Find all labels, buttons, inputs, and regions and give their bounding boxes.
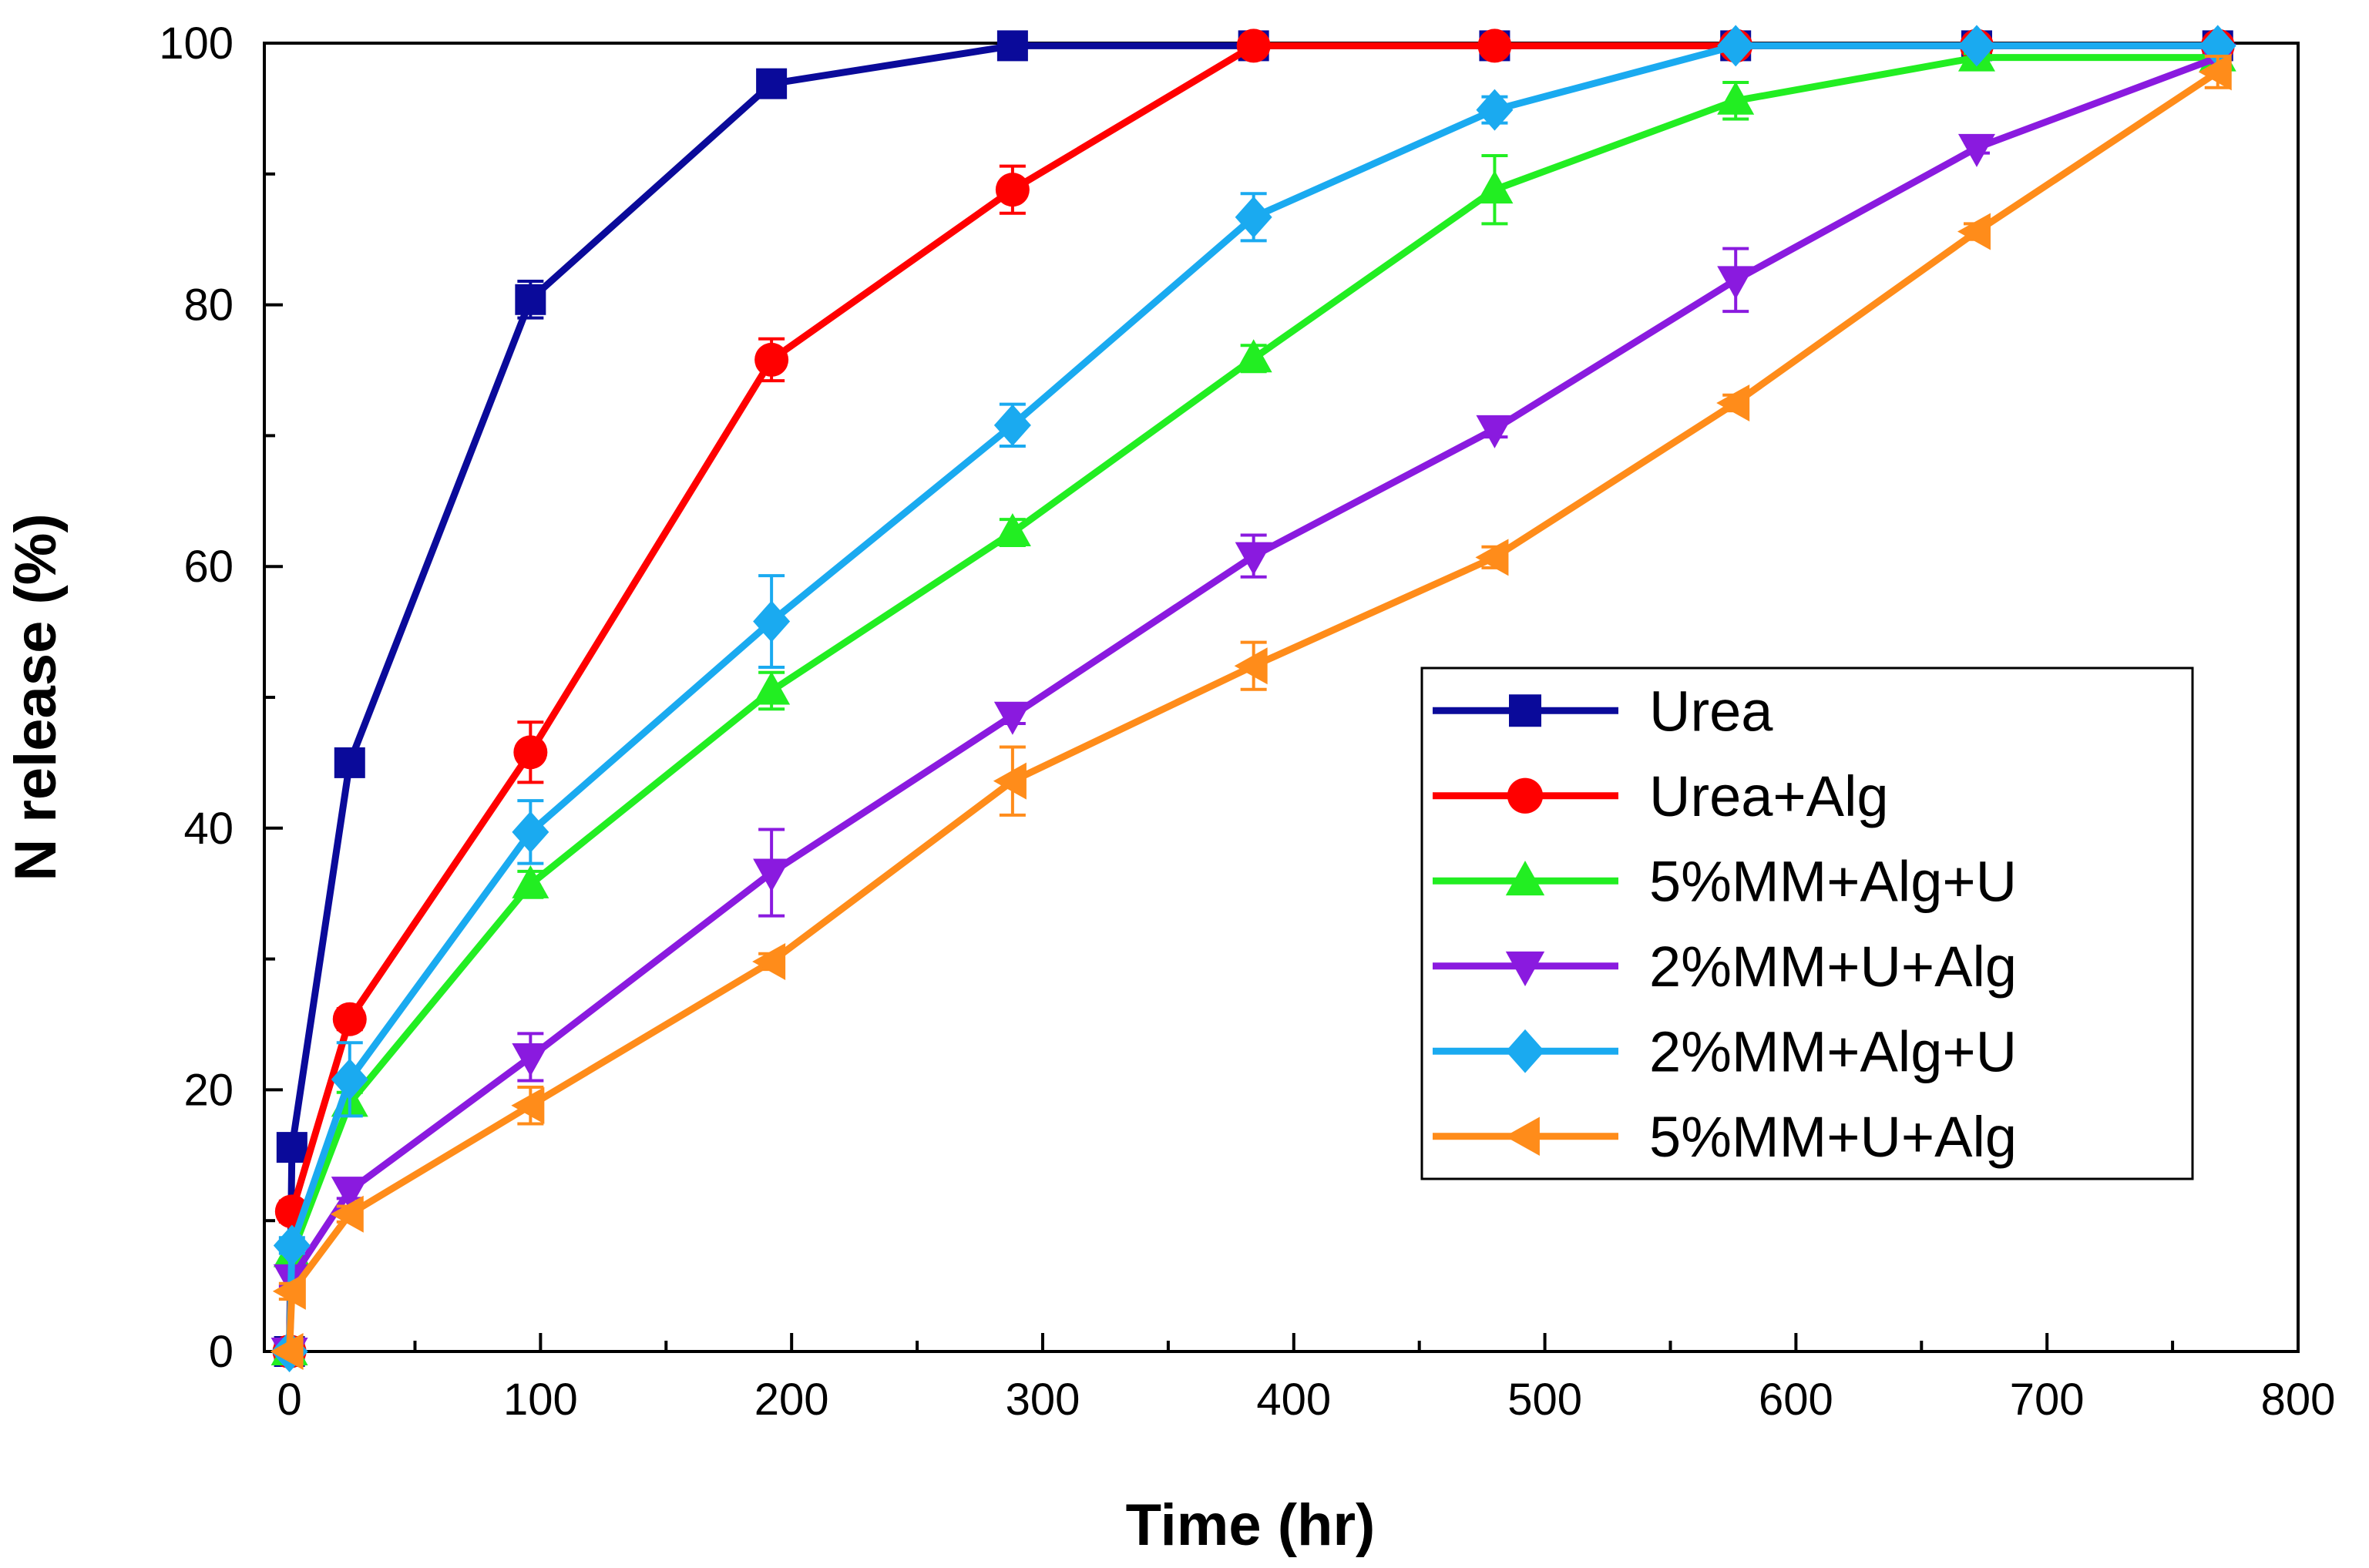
legend-item: Urea+Alg [1433,764,1889,828]
legend-group: Urea Urea+Alg 5%MM+Alg+U 2%MM+U+Alg 2%MM+Alg… [1420,666,2194,1180]
legend-marker [1507,777,1544,814]
y-tick-label: 80 [183,280,234,331]
data-point [1717,81,1755,115]
data-point [1957,133,1995,167]
legend-marker [1505,861,1545,896]
data-point [752,942,786,980]
data-point [2199,25,2236,67]
data-point [1957,25,1995,67]
data-point [993,513,1031,547]
legend-box [1420,666,2194,1180]
data-point [1475,539,1509,576]
legend-marker [1509,694,1541,727]
data-point [753,858,791,892]
legend-label: 5%MM+U+Alg [1649,1105,2017,1169]
data-point [1235,339,1272,373]
series-2%MM+U+Alg [271,43,2236,1371]
data-point [1476,170,1514,204]
x-tick-label: 100 [503,1375,578,1425]
y-tick-label: 40 [183,804,234,854]
data-point [272,1272,306,1310]
data-point [1717,25,1755,67]
y-tick-label: 100 [159,18,234,69]
ticks-group: 0 100 200 300 400 500 600 700 800 0 20 40 60 80 100 [159,18,2335,1425]
series-2%MM+Alg+U [271,25,2236,1372]
data-point [995,173,1030,207]
data-point [753,600,791,643]
data-point [512,1043,549,1076]
data-point [330,1195,364,1233]
data-point [1957,213,1991,250]
data-point [1236,29,1271,63]
data-point [1235,542,1272,576]
x-tick-label: 400 [1256,1375,1331,1425]
x-tick-label: 500 [1507,1375,1582,1425]
legend-label: Urea+Alg [1649,764,1889,828]
data-point [332,1002,367,1036]
x-tick-label: 200 [754,1375,829,1425]
data-point [996,30,1028,62]
series-5%MM+U+Alg [270,53,2232,1370]
legend-marker [1505,1029,1545,1073]
data-point [993,404,1031,446]
data-point [512,811,549,853]
legend-item: 2%MM+U+Alg [1433,935,2017,999]
data-point [1476,415,1514,448]
x-axis-title: Time (hr) [1126,1492,1376,1558]
data-point [1477,29,1512,63]
legend-item: Urea [1433,679,1773,743]
y-axis-title: N release (%) [3,513,69,881]
data-point [754,342,789,377]
x-tick-label: 700 [2010,1375,2085,1425]
legend-label: 2%MM+U+Alg [1649,935,2017,999]
legend-item: 5%MM+Alg+U [1433,849,2017,913]
data-point [753,671,791,705]
data-point [1234,647,1268,685]
legend-label: 2%MM+Alg+U [1649,1019,2017,1083]
data-point [331,1177,368,1210]
data-point [331,1058,368,1100]
data-point [270,1333,304,1370]
data-point [756,68,788,99]
y-tick-label: 20 [183,1065,234,1115]
data-point [1717,266,1755,300]
data-point [2198,53,2232,91]
data-point [513,735,548,770]
x-tick-label: 300 [1006,1375,1080,1425]
legend-item: 2%MM+Alg+U [1433,1019,2017,1083]
x-tick-label: 0 [277,1375,301,1425]
data-point [334,747,365,778]
data-point [515,284,546,315]
data-point [1716,384,1750,421]
legend-label: Urea [1649,679,1773,743]
y-tick-label: 60 [183,542,234,592]
legend-marker [1504,1116,1540,1156]
y-tick-label: 0 [209,1327,234,1377]
data-point [273,1224,311,1267]
data-point [1476,89,1514,131]
data-point [993,701,1031,735]
legend-item: 5%MM+U+Alg [1433,1105,2017,1169]
x-tick-label: 800 [2261,1375,2336,1425]
data-point [512,865,549,898]
legend-marker [1505,951,1545,986]
series-group [270,25,2236,1372]
data-point [1235,196,1272,238]
data-point [511,1086,545,1124]
x-tick-label: 600 [1759,1375,1833,1425]
data-point [276,1132,307,1163]
legend-label: 5%MM+Alg+U [1649,849,2017,913]
data-point [993,762,1027,800]
